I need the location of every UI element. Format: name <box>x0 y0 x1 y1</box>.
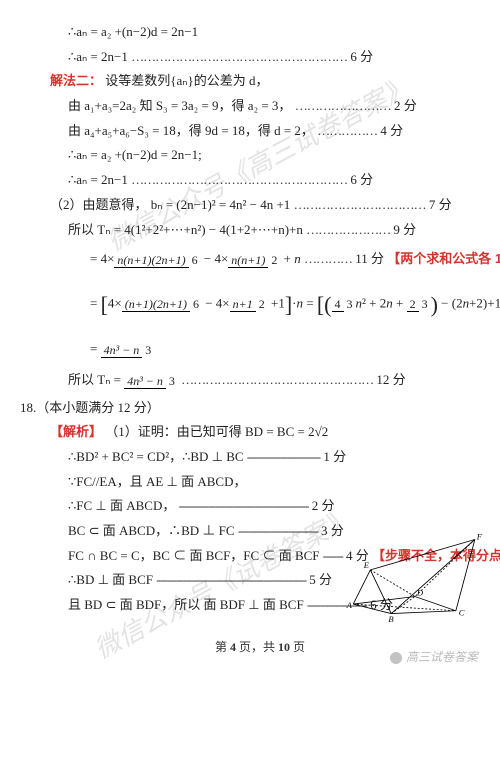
dots: ………………… <box>306 222 390 237</box>
formula: ∴BD² + BC² = CD²，∴BD ⊥ BC <box>68 449 244 464</box>
vertex-A: A <box>346 600 353 610</box>
formula: 由 a₁+a₃=2a₂ 知 S₃ = 3a₂ = 9，得 a₂ = 3， <box>68 98 291 113</box>
formula: ∴FC ⊥ 面 ABCD， <box>68 498 175 513</box>
formula: 所以 Tₙ = 4(1²+2²+⋯+n²) − 4(1+2+⋯+n)+n <box>68 222 303 237</box>
eq-line: 所以 Tₙ = 4(1²+2²+⋯+n²) − 4(1+2+⋯+n)+n ………… <box>50 218 470 243</box>
dots: …………………………… <box>294 197 426 212</box>
score: 12 分 <box>376 364 405 395</box>
dots: ……………………………………………… <box>131 49 347 64</box>
dots: --------------------------------------- <box>179 498 309 513</box>
score: 11 分 <box>355 242 384 276</box>
eq-line: ∴aₙ = a₂ +(n−2)d = 2n−1; <box>50 143 470 168</box>
eq-line: 所以 Tₙ = 4n³ − n3 ………………………………………… 12 分 <box>50 364 470 395</box>
eq-line-frac: = 4×n(n+1)(2n+1)6 − 4×n(n+1)2 + n ………… 1… <box>50 242 470 276</box>
score: 7 分 <box>429 193 452 218</box>
score: 1 分 <box>323 445 346 470</box>
formula: BC ⊂ 面 ABCD，∴BD ⊥ FC <box>68 523 235 538</box>
frac-top: n(n+1) <box>228 253 268 268</box>
eq-line: ∴aₙ = 2n−1 ……………………………………………… 6 分 <box>50 45 470 70</box>
vertex-B: B <box>388 614 394 624</box>
score: 2 分 <box>394 94 417 119</box>
note-red: 【两个求和公式各 1 分】 <box>387 251 500 266</box>
eq-line: ∴aₙ = a₂ +(n−2)d = 2n−1 <box>50 20 470 45</box>
frac-top: 4 <box>332 297 344 312</box>
eq-line: 由 a₄+a₅+a₆−S₃ = 18，得 9d = 18，得 d = 2， ……… <box>50 119 470 144</box>
frac-top: 4n³ − n <box>124 374 166 389</box>
frac-bot: 2 <box>268 253 280 267</box>
geom-line: ∴FC ⊥ 面 ABCD， --------------------------… <box>50 494 470 519</box>
footer-suf: 页 <box>290 640 305 654</box>
score: 9 分 <box>393 218 416 243</box>
geometry-figure: A B C D E F <box>340 530 490 625</box>
frac-top: n(n+1)(2n+1) <box>114 253 188 268</box>
score: 5 分 <box>309 568 332 593</box>
geom-line: ∵FC//EA，且 AE ⊥ 面 ABCD， <box>50 470 470 495</box>
dots: ---------------------- <box>247 449 320 464</box>
footer-total: 10 <box>278 640 290 654</box>
formula: ∴aₙ = 2n−1 <box>68 172 128 187</box>
part2-line: （2）由题意得， bₙ = (2n−1)² = 4n² − 4n +1 …………… <box>50 193 470 218</box>
dots: ………………………………………… <box>181 372 373 387</box>
dots: ……………………………………………… <box>131 172 347 187</box>
dots: ----------------------------------------… <box>156 572 306 587</box>
formula: ∴BD ⊥ 面 BCF <box>68 572 153 587</box>
frac-top: 2 <box>407 297 419 312</box>
formula: ∴aₙ = 2n−1 <box>68 49 128 64</box>
dots: …………………… <box>295 98 391 113</box>
vertex-D: D <box>416 588 424 598</box>
method2-label: 解法二： <box>50 73 102 88</box>
frac-bot: 3 <box>166 374 178 388</box>
frac-top: (n+1)(2n+1) <box>122 297 190 312</box>
frac-top: 4n³ − n <box>101 343 143 358</box>
proof-text: （1）证明：由已知可得 BD = BC = 2√2 <box>105 424 328 439</box>
q18-proof: 【解析】 （1）证明：由已知可得 BD = BC = 2√2 <box>50 420 470 445</box>
score: 6 分 <box>350 168 373 193</box>
eq-line-frac: = 4n³ − n3 <box>50 333 470 364</box>
formula: FC ∩ BC = C，BC ⊂ 面 BCF，FC ⊂ 面 BCF <box>68 548 320 563</box>
frac-bot: 6 <box>190 297 202 311</box>
frac-bot: 6 <box>189 253 201 267</box>
frac-top: n+1 <box>230 297 256 312</box>
vertex-E: E <box>363 560 370 570</box>
part2-label: （2）由题意得， <box>50 197 148 212</box>
score: 4 分 <box>380 119 403 144</box>
score: 2 分 <box>312 494 335 519</box>
frac-bot: 3 <box>419 297 431 311</box>
footer-mid: 页，共 <box>236 640 278 654</box>
formula: bₙ = (2n−1)² = 4n² − 4n +1 <box>151 197 291 212</box>
dots: ------------------------ <box>238 523 318 538</box>
q18-title: 18.（本小题满分 12 分） <box>20 396 470 421</box>
wmfoot-text: 高三试卷答案 <box>406 650 478 664</box>
frac-bot: 3 <box>142 343 154 357</box>
eq-line-frac: = [4×(n+1)(2n+1)6 − 4×n+12 +1]·n = [(43n… <box>50 276 470 333</box>
vertex-C: C <box>459 608 465 618</box>
vertex-F: F <box>476 532 483 542</box>
prefix: 所以 Tₙ = <box>68 372 124 387</box>
eq-line: ∴aₙ = 2n−1 ……………………………………………… 6 分 <box>50 168 470 193</box>
method2-text: 设等差数列{aₙ}的公差为 d， <box>105 73 268 88</box>
formula: 且 BD ⊂ 面 BDF，所以 面 BDF ⊥ 面 BCF <box>68 597 304 612</box>
watermark-footer: 高三试卷答案 <box>389 646 478 669</box>
answer-label: 【解析】 <box>50 424 102 439</box>
footer-pre: 第 <box>215 640 230 654</box>
frac-bot: 3 <box>344 297 356 311</box>
frac-bot: 2 <box>256 297 268 311</box>
eq-line: 由 a₁+a₃=2a₂ 知 S₃ = 3a₂ = 9，得 a₂ = 3， ………… <box>50 94 470 119</box>
dots: …………… <box>317 123 377 138</box>
dots: ………… <box>304 251 352 266</box>
wechat-icon <box>389 651 403 665</box>
formula: 由 a₄+a₅+a₆−S₃ = 18，得 9d = 18，得 d = 2， <box>68 123 314 138</box>
score: 6 分 <box>350 45 373 70</box>
geom-line: ∴BD² + BC² = CD²，∴BD ⊥ BC --------------… <box>50 445 470 470</box>
method2-header: 解法二： 设等差数列{aₙ}的公差为 d， <box>50 69 470 94</box>
